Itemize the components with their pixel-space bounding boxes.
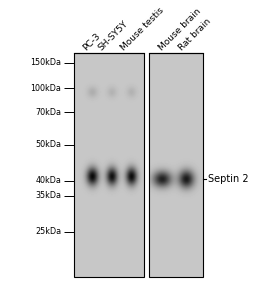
Text: Mouse brain: Mouse brain <box>157 7 202 52</box>
Text: 25kDa: 25kDa <box>35 227 61 236</box>
Text: 150kDa: 150kDa <box>30 58 61 67</box>
Text: 70kDa: 70kDa <box>35 108 61 117</box>
Text: 40kDa: 40kDa <box>36 176 61 185</box>
Text: SH-SY5Y: SH-SY5Y <box>96 19 130 52</box>
Text: Rat brain: Rat brain <box>177 16 213 52</box>
Bar <box>74 54 144 277</box>
Text: Septin 2: Septin 2 <box>208 175 249 184</box>
Text: 50kDa: 50kDa <box>35 140 61 149</box>
Text: Mouse testis: Mouse testis <box>119 5 165 52</box>
Text: PC-3: PC-3 <box>81 31 102 52</box>
Bar <box>148 54 202 277</box>
Text: 100kDa: 100kDa <box>30 84 61 93</box>
Text: 35kDa: 35kDa <box>35 191 61 200</box>
